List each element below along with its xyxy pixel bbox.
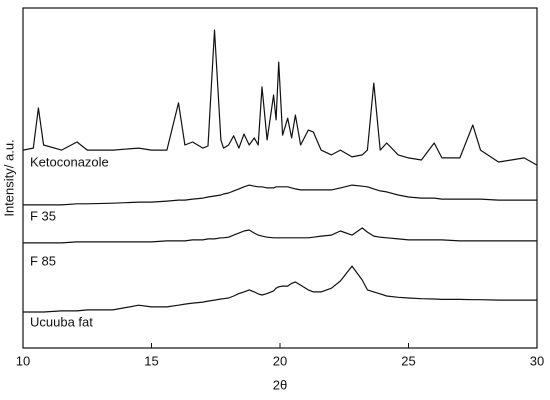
y-axis-label: Intensity/ a.u. [1,139,16,216]
x-axis-label: 2θ [273,377,287,392]
trace-label: Ketoconazole [30,154,109,169]
trace-label: F 85 [30,253,56,268]
x-tick-label: 15 [144,353,158,368]
x-tick-label: 20 [273,353,287,368]
plot-frame [22,7,538,349]
x-tick-label: 25 [401,353,415,368]
trace [23,265,537,313]
trace-label: Ucuuba fat [30,314,93,329]
x-tick-label: 30 [530,353,544,368]
trace [23,184,537,206]
x-tick-label: 10 [16,353,30,368]
trace-label: F 35 [30,208,56,223]
trace [23,227,537,244]
trace [22,29,538,166]
